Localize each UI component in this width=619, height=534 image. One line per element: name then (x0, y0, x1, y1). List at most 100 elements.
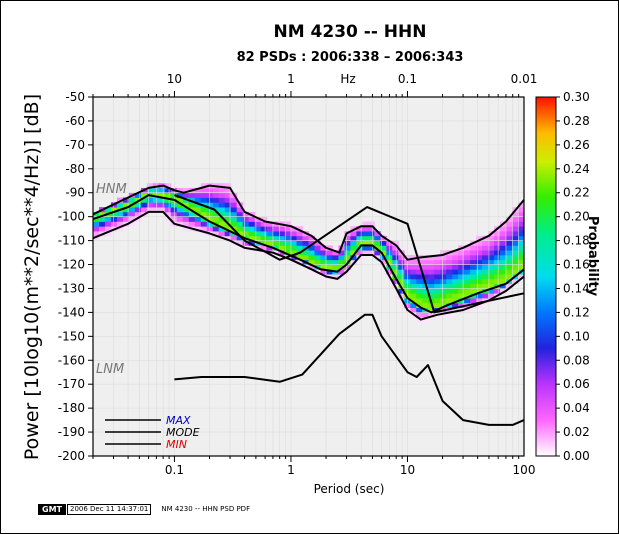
psd-density-cell (230, 216, 238, 222)
psd-density-cell (260, 216, 267, 222)
psd-density-cell (428, 269, 435, 275)
psd-density-cell (464, 264, 471, 270)
psd-density-cell (422, 317, 429, 323)
psd-density-cell (176, 221, 184, 227)
psd-density-cell (134, 211, 142, 218)
psd-density-cell (242, 221, 250, 227)
psd-density-cell (332, 274, 339, 280)
psd-density-cell (116, 202, 124, 208)
psd-density-cell (458, 269, 465, 275)
psd-density-cell (93, 221, 100, 227)
psd-density-cell (278, 245, 285, 251)
psd-density-cell (416, 298, 423, 304)
psd-density-cell (434, 269, 441, 275)
psd-density-cell (290, 240, 297, 246)
psd-density-cell (470, 283, 477, 289)
psd-density-cell (152, 197, 160, 203)
psd-density-cell (260, 231, 267, 237)
psd-density-cell (362, 250, 369, 256)
psd-density-cell (284, 231, 291, 237)
psd-density-cell (140, 197, 148, 203)
psd-density-cell (212, 197, 220, 203)
psd-density-cell (470, 274, 477, 280)
psd-density-cell (158, 207, 166, 213)
psd-density-cell (194, 202, 202, 208)
psd-density-cell (464, 274, 471, 280)
psd-density-cell (494, 245, 501, 251)
psd-density-cell (248, 245, 256, 251)
psd-density-cell (494, 231, 501, 237)
psd-density-cell (512, 231, 519, 237)
psd-density-cell (314, 254, 321, 261)
psd-density-cell (488, 274, 495, 280)
psd-density-cell (362, 221, 369, 227)
y-tick-label: -180 (58, 401, 85, 415)
psd-density-cell (368, 250, 375, 256)
psd-density-cell (278, 250, 285, 256)
psd-density-cell (368, 221, 375, 227)
psd-density-cell (506, 269, 513, 275)
psd-density-cell (398, 278, 405, 285)
psd-density-cell (398, 264, 405, 270)
psd-density-cell (476, 264, 483, 270)
y-tick-label: -130 (58, 281, 85, 295)
psd-density-cell (170, 192, 178, 198)
psd-density-cell (344, 254, 351, 261)
psd-density-cell (488, 235, 495, 241)
psd-density-cell (206, 221, 214, 227)
psd-density-cell (224, 211, 232, 218)
psd-density-cell (446, 278, 453, 285)
psd-density-cell (176, 211, 184, 218)
psd-density-cell (416, 264, 423, 270)
colorbar-label: Probability (585, 216, 600, 297)
psd-density-cell (176, 192, 184, 198)
psd-density-cell (410, 274, 417, 280)
psd-density-cell (290, 250, 297, 256)
psd-density-cell (200, 226, 208, 232)
psd-density-cell (146, 197, 154, 203)
psd-density-cell (206, 197, 214, 203)
psd-density-cell (200, 221, 208, 227)
psd-density-cell (470, 269, 477, 275)
psd-density-cell (374, 250, 381, 256)
psd-density-cell (164, 183, 172, 189)
psd-density-cell (212, 226, 220, 232)
psd-density-cell (314, 259, 321, 265)
psd-density-cell (260, 245, 267, 251)
psd-density-cell (476, 298, 483, 304)
psd-density-cell (128, 216, 136, 222)
psd-density-cell (93, 216, 100, 222)
psd-density-cell (428, 259, 435, 265)
y-tick-label: -160 (58, 353, 85, 367)
colorbar-tick-label: 0.14 (563, 281, 590, 295)
psd-density-cell (176, 187, 184, 194)
psd-density-cell (200, 197, 208, 203)
colorbar-tick-label: 0.24 (563, 162, 590, 176)
psd-density-cell (188, 216, 196, 222)
psd-density-cell (93, 226, 100, 232)
psd-density-cell (488, 254, 495, 261)
psd-density-cell (248, 235, 256, 241)
psd-density-cell (200, 216, 208, 222)
psd-density-cell (164, 211, 172, 218)
psd-density-cell (122, 216, 130, 222)
psd-density-cell (296, 231, 303, 237)
psd-density-cell (416, 283, 423, 289)
psd-density-cell (380, 250, 387, 256)
psd-density-cell (416, 312, 423, 318)
psd-density-cell (518, 235, 525, 241)
psd-density-cell (380, 259, 387, 265)
psd-density-cell (254, 216, 262, 222)
psd-density-cell (506, 240, 513, 246)
psd-density-cell (446, 259, 453, 265)
psd-density-cell (284, 226, 291, 232)
psd-density-cell (320, 269, 327, 275)
psd-density-cell (518, 216, 525, 222)
psd-density-cell (488, 259, 495, 265)
psd-density-cell (152, 202, 160, 208)
psd-density-cell (326, 245, 333, 251)
psd-density-cell (500, 235, 507, 241)
psd-density-cell (476, 288, 483, 294)
colorbar-tick-label: 0.00 (563, 449, 590, 463)
psd-density-cell (440, 259, 447, 265)
